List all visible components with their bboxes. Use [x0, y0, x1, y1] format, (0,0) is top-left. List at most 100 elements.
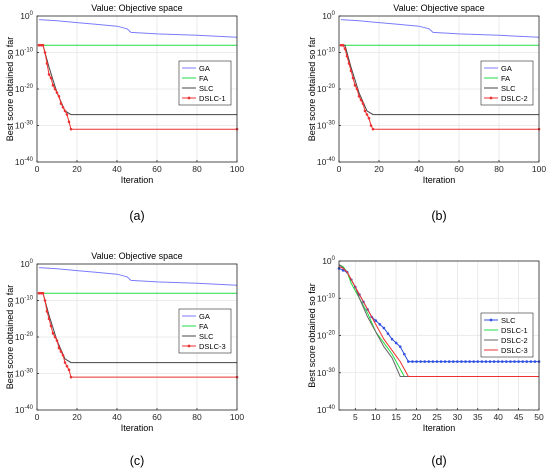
series-point-dslc-3: [67, 368, 71, 372]
series-point-slc: [403, 352, 406, 356]
x-tick-label: 100: [230, 164, 244, 174]
series-point-dslc-3: [53, 335, 57, 339]
legend-label: DSLC-2: [501, 336, 528, 345]
series-point-dslc-1: [47, 73, 51, 76]
series-point-slc: [382, 326, 386, 330]
series-point-dslc-3: [57, 346, 61, 350]
series-point-slc: [435, 360, 439, 363]
series-point-slc: [419, 360, 422, 363]
y-tick-label: 10-10: [317, 293, 336, 303]
legend-marker: [489, 318, 493, 322]
series-point-slc: [447, 360, 451, 363]
y-tick-label: 10-30: [317, 368, 336, 378]
legend-label: DSLC-2: [501, 94, 528, 103]
x-tick-label: 10: [371, 412, 381, 422]
series-point-slc: [415, 360, 418, 363]
chart-title: Value: Objective space: [393, 3, 484, 13]
series-point-dslc-2: [343, 47, 347, 51]
legend-marker: [187, 344, 191, 348]
legend-label: GA: [199, 312, 210, 321]
panel-caption: (d): [431, 454, 446, 468]
series-point-slc: [460, 360, 463, 363]
series-point-dslc-2: [357, 95, 361, 98]
y-tick-label: 100: [20, 259, 33, 269]
series-point-slc: [423, 360, 427, 363]
x-tick-label: 60: [152, 412, 162, 422]
series-point-dslc-3: [69, 375, 73, 379]
series-point-dslc-1: [69, 127, 73, 131]
series-point-slc: [407, 360, 410, 363]
x-tick-label: 45: [514, 412, 524, 422]
series-point-dslc-1: [41, 43, 45, 47]
y-tick-label: 10-10: [15, 296, 34, 306]
series-point-slc: [468, 360, 471, 363]
y-tick-label: 10-40: [317, 157, 336, 167]
x-tick-label: 30: [453, 412, 463, 422]
series-point-dslc-3: [41, 291, 45, 295]
y-tick-label: 10-20: [15, 84, 34, 94]
series-point-dslc-1: [61, 105, 65, 109]
x-tick-label: 100: [230, 412, 244, 422]
series-point-slc: [390, 337, 394, 341]
series-point-slc: [500, 360, 504, 363]
series-point-dslc-2: [351, 76, 355, 80]
series-point-slc: [517, 360, 520, 363]
x-tick-label: 40: [414, 164, 424, 174]
x-axis-label: Iteration: [121, 175, 154, 185]
series-point-slc: [480, 360, 484, 363]
series-point-slc: [496, 360, 500, 363]
y-tick-label: 10-40: [15, 157, 34, 167]
series-point-slc: [525, 360, 529, 363]
series-point-slc: [427, 360, 431, 363]
series-point-dslc-1: [59, 102, 63, 105]
legend-marker: [187, 96, 191, 100]
series-point-dslc-3: [63, 361, 67, 364]
y-axis-label: Best score obtained so far: [307, 37, 317, 142]
x-tick-label: 0: [337, 164, 342, 174]
series-point-dslc-1: [63, 109, 67, 113]
series-point-dslc-3: [37, 291, 41, 295]
series-point-dslc-3: [61, 353, 65, 357]
x-tick-label: 0: [35, 412, 40, 422]
series-point-dslc-1: [65, 113, 69, 116]
chart-panel-1: 0 20 40 60 80 100 100 10-10 10-20 10-30 10-40 Value…: [5, 3, 244, 223]
y-tick-label: 100: [322, 11, 335, 21]
series-point-slc: [464, 360, 467, 363]
y-tick-label: 10-20: [15, 332, 34, 342]
panel-caption: (a): [129, 209, 144, 223]
x-tick-label: 60: [454, 164, 464, 174]
series-point-slc: [386, 332, 390, 335]
x-tick-label: 5: [353, 412, 358, 422]
series-point-slc: [472, 360, 475, 363]
series-point-slc: [529, 360, 533, 363]
series-line-ga: [340, 19, 540, 38]
panel-caption: (b): [431, 209, 446, 223]
legend-label: FA: [501, 74, 510, 83]
chart-panel-3: 0 20 40 60 80 100 100 10-10 10-20 10-30 10-40 Value…: [5, 251, 244, 468]
series-point-slc: [451, 360, 455, 363]
series-point-slc: [443, 360, 447, 363]
series-point-dslc-1: [49, 76, 53, 80]
legend-label: SLC: [501, 84, 516, 93]
y-axis-label: Best score obtained so far: [5, 285, 15, 390]
series-point-dslc-3: [49, 324, 53, 328]
y-tick-label: 10-10: [317, 48, 336, 58]
series-point-slc: [456, 360, 459, 363]
series-point-dslc-2: [361, 102, 365, 105]
x-tick-label: 15: [391, 412, 401, 422]
x-tick-label: 20: [72, 412, 82, 422]
y-axis-label: Best score obtained so far: [5, 37, 15, 142]
legend-label: SLC: [501, 316, 516, 325]
series-point-dslc-2: [349, 69, 353, 73]
series-point-slc: [411, 360, 414, 363]
y-tick-label: 10-30: [15, 121, 34, 131]
y-tick-label: 10-40: [317, 405, 336, 415]
series-point-dslc-3: [47, 317, 51, 321]
chart-panel-2: 0 20 40 60 80 100 100 10-10 10-20 10-30 10-40 Value…: [307, 3, 546, 223]
series-point-dslc-1: [55, 91, 59, 94]
series-line-ga: [38, 267, 238, 286]
